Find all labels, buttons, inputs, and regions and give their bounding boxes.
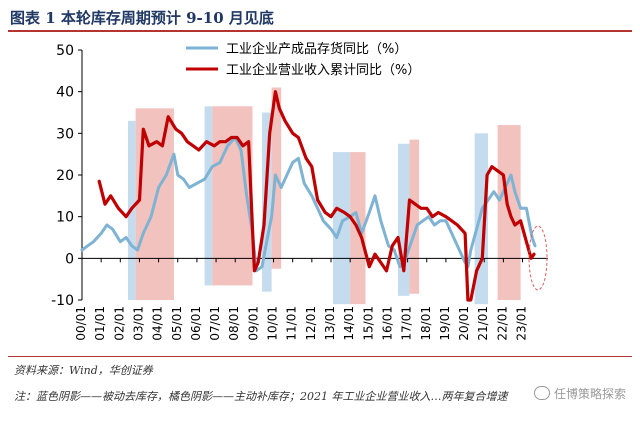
- legend: 工业企业产成品存货同比（%） 工业企业营业收入累计同比（%）: [186, 41, 420, 78]
- x-tick-label: 05/01: [170, 306, 184, 341]
- source-note: 资料来源：Wind，华创证券: [14, 364, 153, 377]
- x-tick-label: 22/01: [495, 306, 509, 341]
- shaded-regions: [127, 87, 521, 305]
- y-tick-label: 50: [56, 43, 74, 59]
- shaded-region-9: [409, 139, 420, 294]
- figure-title: 图表 1 本轮库存周期预计 9-10 月见底: [10, 9, 274, 27]
- x-tick-label: 00/01: [74, 306, 88, 341]
- x-tick-label: 21/01: [476, 306, 490, 341]
- x-tick-label: 20/01: [457, 306, 471, 341]
- y-tick-label: 0: [65, 251, 74, 267]
- shaded-region-2: [204, 106, 213, 286]
- x-tick-label: 15/01: [361, 306, 375, 341]
- x-tick-label: 07/01: [208, 306, 222, 341]
- x-tick-label: 10/01: [266, 306, 280, 341]
- series-lines: [80, 90, 537, 302]
- x-tick-label: 17/01: [400, 306, 414, 341]
- x-tick-label: 01/01: [93, 306, 107, 341]
- notes-rule: [8, 356, 632, 357]
- series-line-inventory: [80, 136, 537, 273]
- x-tick-label: 06/01: [189, 306, 203, 341]
- legend-label-0: 工业企业产成品存货同比（%）: [226, 41, 407, 57]
- y-tick-label: -10: [51, 293, 74, 309]
- x-tick-label: 23/01: [515, 306, 529, 341]
- y-tick-label: 40: [56, 85, 74, 101]
- x-tick-label: 14/01: [342, 306, 356, 341]
- x-tick-label: 19/01: [438, 306, 452, 341]
- x-tick-label: 08/01: [227, 306, 241, 341]
- footnote: 注：蓝色阴影——被动去库存，橘色阴影——主动补库存；2021 年工业企业营业收入…: [14, 390, 508, 403]
- axes: -10 0 10 20 30 40 50 00/01 01/01 02/01 03/01 04/01 0…: [51, 43, 548, 341]
- header-rule: [8, 30, 632, 32]
- x-tick-label: 11/01: [285, 306, 299, 341]
- x-tick-label: 03/01: [131, 306, 145, 341]
- series-line-revenue: [97, 90, 536, 302]
- figure-header: 图表 1 本轮库存周期预计 9-10 月见底: [8, 4, 632, 30]
- watermark-text: 任博策略探索: [553, 387, 626, 401]
- x-tick-label: 16/01: [380, 306, 394, 341]
- x-tick-label: 04/01: [151, 306, 165, 341]
- wechat-icon: [533, 386, 550, 400]
- shaded-region-8: [398, 143, 410, 296]
- x-tick-label: 09/01: [246, 306, 260, 341]
- x-tick-label: 13/01: [323, 306, 337, 341]
- x-tick-label: 02/01: [112, 306, 126, 341]
- legend-label-1: 工业企业营业收入累计同比（%）: [226, 62, 420, 78]
- y-tick-label: 30: [56, 126, 74, 142]
- x-tick-label: 18/01: [419, 306, 433, 341]
- forecast-highlight-ellipse: [528, 225, 548, 291]
- y-tick-label: 20: [56, 168, 74, 184]
- y-tick-label: 10: [56, 210, 74, 226]
- watermark: 任博策略探索: [533, 385, 626, 402]
- x-tick-label: 12/01: [304, 306, 318, 341]
- inventory-cycle-chart: -10 0 10 20 30 40 50 00/01 01/01 02/01 03/01 04/01 0…: [51, 41, 548, 341]
